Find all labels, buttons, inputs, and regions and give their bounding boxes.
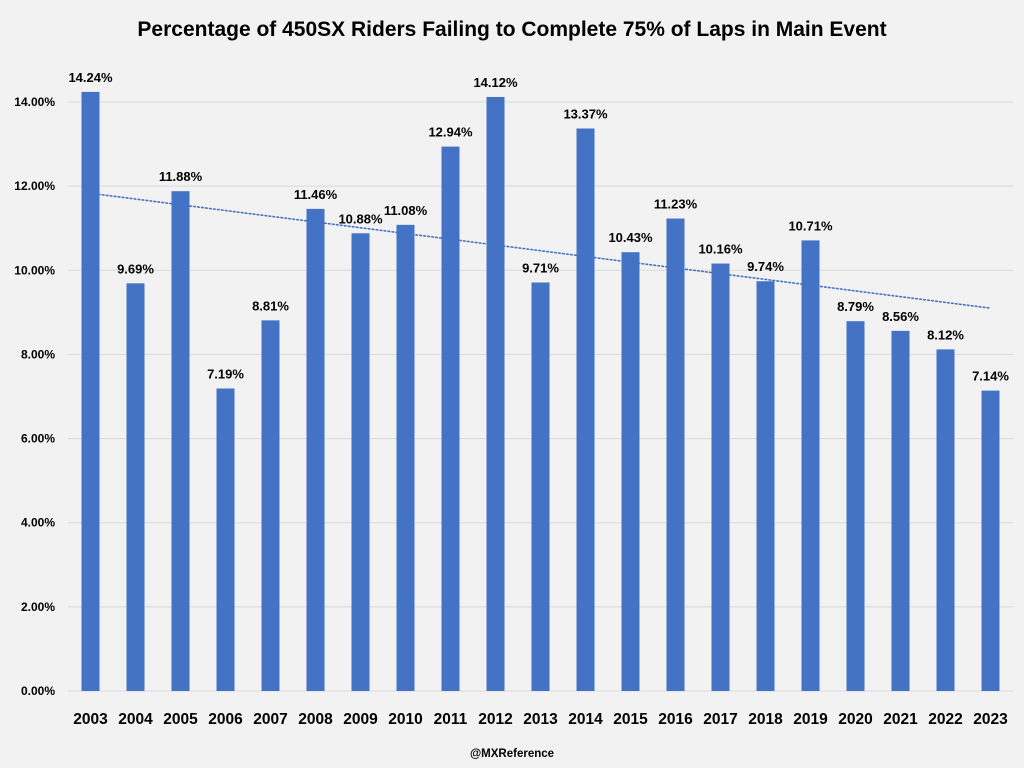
y-axis-ticks: 0.00% 2.00% 4.00% 6.00% 8.00% 10.00% 12.00% 14.… (14, 95, 55, 698)
data-label: 10.43% (608, 230, 653, 245)
data-label: 11.88% (159, 169, 203, 184)
x-tick-label: 2020 (838, 711, 872, 728)
x-tick-label: 2008 (298, 711, 333, 728)
y-tick-label: 12.00% (14, 179, 55, 193)
x-tick-label: 2019 (793, 711, 828, 728)
data-label: 8.12% (927, 327, 964, 342)
data-label: 12.94% (428, 125, 473, 140)
x-tick-label: 2007 (253, 711, 287, 728)
bar (396, 224, 415, 691)
x-tick-label: 2004 (118, 711, 153, 728)
bar (81, 91, 100, 692)
x-tick-label: 2022 (928, 711, 962, 728)
bar (846, 321, 865, 691)
bar (486, 96, 505, 692)
bar (576, 128, 595, 691)
y-tick-label: 8.00% (21, 347, 55, 361)
y-tick-label: 10.00% (14, 263, 55, 277)
y-tick-label: 0.00% (21, 684, 55, 698)
data-label: 8.81% (252, 298, 289, 313)
bar (126, 283, 145, 691)
bar (801, 240, 820, 692)
data-label: 8.79% (837, 299, 874, 314)
x-tick-label: 2023 (973, 711, 1008, 728)
data-label: 11.08% (384, 203, 428, 218)
x-tick-label: 2015 (613, 711, 648, 728)
x-tick-label: 2009 (343, 711, 378, 728)
data-label: 8.56% (882, 309, 919, 324)
y-tick-label: 4.00% (21, 516, 55, 530)
x-tick-label: 2012 (478, 711, 512, 728)
bar (441, 146, 460, 692)
bar (936, 349, 955, 691)
x-tick-label: 2014 (568, 711, 603, 728)
y-tick-label: 6.00% (21, 432, 55, 446)
data-label: 10.71% (788, 218, 833, 233)
data-label: 7.19% (207, 367, 244, 382)
bar (216, 388, 235, 691)
x-tick-label: 2021 (883, 711, 918, 728)
data-label: 14.24% (68, 70, 113, 85)
bar (261, 320, 280, 691)
x-tick-label: 2005 (163, 711, 198, 728)
x-tick-label: 2006 (208, 711, 243, 728)
x-tick-label: 2016 (658, 711, 693, 728)
bar (711, 263, 730, 691)
bar (531, 282, 550, 691)
x-tick-label: 2010 (388, 711, 422, 728)
data-labels: 14.24%9.69%11.88%7.19%8.81%11.46%10.88%1… (68, 70, 1009, 384)
data-label: 14.12% (473, 75, 518, 90)
trendline-group (89, 192, 992, 309)
data-label: 9.74% (747, 259, 784, 274)
bar (756, 281, 775, 691)
bar (891, 330, 910, 691)
x-tick-label: 2018 (748, 711, 783, 728)
x-tick-label: 2017 (703, 711, 737, 728)
trendline (89, 192, 992, 309)
bar (981, 390, 1000, 691)
x-tick-label: 2003 (73, 711, 108, 728)
bar (621, 252, 640, 691)
data-label: 11.46% (294, 187, 338, 202)
y-tick-label: 14.00% (14, 95, 55, 109)
data-label: 7.14% (972, 369, 1009, 384)
chart-title: Percentage of 450SX Riders Failing to Co… (137, 18, 886, 41)
data-label: 9.71% (522, 260, 559, 275)
data-label: 9.69% (117, 261, 154, 276)
x-tick-label: 2013 (523, 711, 558, 728)
x-tick-label: 2011 (434, 711, 468, 728)
data-label: 11.23% (654, 197, 698, 212)
bars (81, 91, 1000, 692)
bar (666, 218, 685, 692)
data-label: 13.37% (563, 107, 608, 122)
bar (351, 233, 370, 691)
y-tick-label: 2.00% (21, 600, 55, 614)
data-label: 10.88% (338, 211, 383, 226)
bar (306, 208, 325, 691)
credit-text: @MXReference (470, 748, 554, 760)
bar (171, 191, 190, 692)
data-label: 10.16% (698, 242, 743, 257)
x-axis-ticks: 2003 2004 2005 2006 2007 2008 2009 2010 2011 2012… (73, 711, 1008, 728)
